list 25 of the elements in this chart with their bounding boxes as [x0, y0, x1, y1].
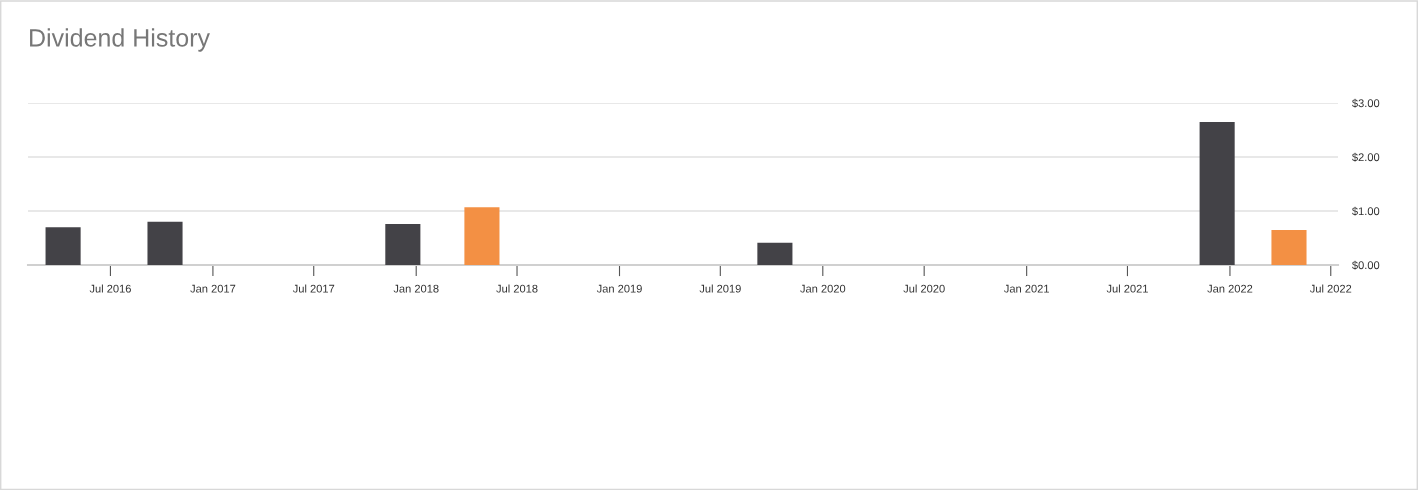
x-tick-label: Jan 2017	[190, 284, 236, 293]
x-tick-label: Jul 2020	[903, 284, 945, 293]
bar	[464, 207, 500, 265]
x-tick-label: Jul 2018	[496, 284, 538, 293]
x-tick-label: Jan 2019	[596, 284, 642, 293]
x-tick-label: Jan 2022	[1207, 284, 1253, 293]
x-tick-label: Jul 2021	[1106, 284, 1148, 293]
y-tick-label: $3.00	[1352, 98, 1380, 108]
bar	[757, 242, 793, 265]
y-tick-label: $0.00	[1352, 260, 1380, 270]
x-tick-label: Jul 2016	[89, 284, 131, 293]
x-tick-label: Jul 2022	[1309, 284, 1352, 293]
y-tick-label: $2.00	[1352, 152, 1380, 162]
bar	[45, 227, 81, 265]
bar	[147, 221, 183, 265]
x-tick-label: Jan 2020	[800, 284, 846, 293]
bar	[1271, 229, 1307, 265]
x-tick-label: Jul 2019	[699, 284, 741, 293]
bar	[385, 223, 421, 265]
x-tick-label: Jan 2018	[393, 284, 439, 293]
bar	[1199, 121, 1235, 265]
x-tick-label: Jul 2017	[292, 284, 335, 293]
y-tick-label: $1.00	[1352, 206, 1380, 216]
chart-title: Dividend History	[30, 28, 210, 52]
x-tick-label: Jan 2021	[1003, 284, 1049, 293]
